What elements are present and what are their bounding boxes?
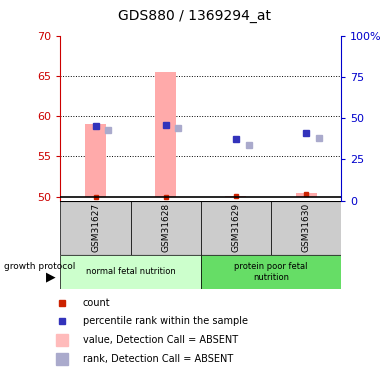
Bar [201,255,341,289]
Text: GSM31628: GSM31628 [161,203,170,252]
Text: GDS880 / 1369294_at: GDS880 / 1369294_at [119,9,271,23]
Bar [131,201,201,255]
Text: growth protocol: growth protocol [4,262,75,272]
Bar [155,72,176,196]
Text: percentile rank within the sample: percentile rank within the sample [83,316,248,326]
Text: value, Detection Call = ABSENT: value, Detection Call = ABSENT [83,335,238,345]
Bar [60,255,201,289]
Bar [296,193,317,196]
Text: protein poor fetal
nutrition: protein poor fetal nutrition [234,262,308,282]
Bar [201,201,271,255]
Text: GSM31630: GSM31630 [301,203,311,252]
Text: normal fetal nutrition: normal fetal nutrition [86,267,176,276]
Bar [271,201,341,255]
Text: GSM31629: GSM31629 [231,203,241,252]
Text: GSM31627: GSM31627 [91,203,100,252]
Bar [85,124,106,196]
Text: count: count [83,298,110,308]
Bar [60,201,131,255]
Text: ▶: ▶ [46,270,55,284]
Text: rank, Detection Call = ABSENT: rank, Detection Call = ABSENT [83,354,233,364]
